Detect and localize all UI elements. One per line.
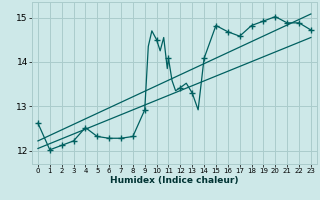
X-axis label: Humidex (Indice chaleur): Humidex (Indice chaleur) bbox=[110, 176, 239, 185]
